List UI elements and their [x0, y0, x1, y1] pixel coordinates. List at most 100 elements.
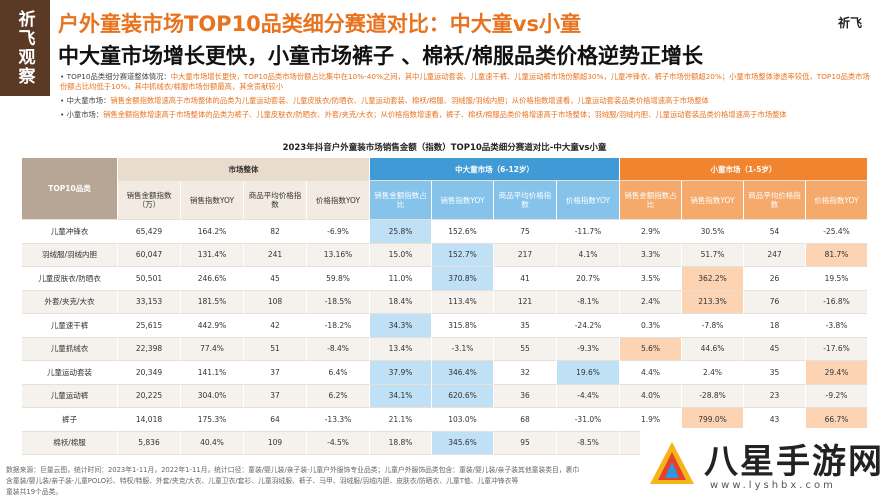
- table-cell: 620.6%: [432, 384, 494, 408]
- table-cell: 315.8%: [432, 314, 494, 338]
- table-cell: 175.3%: [181, 408, 244, 432]
- bullet: • TOP10品类细分赛道整体情况：中大童市场增长更快，TOP10品类市场份额占…: [60, 72, 870, 91]
- table-cell: 152.6%: [432, 220, 494, 244]
- row-label: 儿童运动裤: [22, 384, 118, 408]
- table-cell: 0.3%: [620, 314, 682, 338]
- table-cell: 81.7%: [806, 243, 868, 267]
- column-header: 销售指数YOY: [181, 181, 244, 220]
- table-cell: 19.6%: [557, 361, 620, 385]
- table-cell: -3.1%: [432, 337, 494, 361]
- table-cell: 2.4%: [682, 361, 744, 385]
- table-cell: -11.7%: [557, 220, 620, 244]
- table-cell: 362.2%: [682, 267, 744, 291]
- table-cell: -9.2%: [806, 384, 868, 408]
- column-header: 价格指数YOY: [557, 181, 620, 220]
- table-cell: 34.3%: [370, 314, 432, 338]
- table-cell: 65,429: [118, 220, 181, 244]
- table-cell: 370.8%: [432, 267, 494, 291]
- table-cell: 20.7%: [557, 267, 620, 291]
- table-cell: -25.4%: [806, 220, 868, 244]
- table-cell: 75: [494, 220, 557, 244]
- row-label: 裤子: [22, 408, 118, 432]
- bullet-label: TOP10品类细分赛道整体情况：: [66, 72, 171, 81]
- watermark: 八星手游网 www.lyshbx.com: [640, 428, 889, 500]
- row-label: 羽绒服/羽绒内胆: [22, 243, 118, 267]
- table-cell: -8.4%: [307, 337, 370, 361]
- table-cell: 4.1%: [557, 243, 620, 267]
- table-cell: 346.4%: [432, 361, 494, 385]
- table-cell: -28.8%: [682, 384, 744, 408]
- table-cell: 4.0%: [620, 384, 682, 408]
- table-cell: 442.9%: [181, 314, 244, 338]
- column-header: 商品平均价格指数: [244, 181, 307, 220]
- table-cell: 34.1%: [370, 384, 432, 408]
- bullet-text: 中大童市场增长更快，TOP10品类市场份额占比集中在10%-40%之间，其中儿童…: [60, 72, 870, 91]
- footer-line: 含童装/婴儿装/亲子装-儿童POLO衫、特权/特服、外套/夹克/大衣、儿童卫衣/…: [6, 477, 519, 485]
- subtitle: 中大童市场增长更快，小童市场裤子 、棉袄/棉服品类价格逆势正增长: [58, 44, 703, 68]
- column-header: 商品平均价格指数: [744, 181, 806, 220]
- table-cell: 44.6%: [682, 337, 744, 361]
- row-label: 儿童抓绒衣: [22, 337, 118, 361]
- table-cell: 64: [244, 408, 307, 432]
- table-cell: 121: [494, 290, 557, 314]
- group-header: 中大童市场（6-12岁）: [370, 158, 620, 181]
- table-cell: 20,225: [118, 384, 181, 408]
- table-cell: 164.2%: [181, 220, 244, 244]
- table-cell: 42: [244, 314, 307, 338]
- table-cell: 32: [494, 361, 557, 385]
- table-cell: 4.4%: [620, 361, 682, 385]
- logo-left-box: 祈飞观察: [0, 0, 50, 96]
- table-cell: 6.2%: [307, 384, 370, 408]
- table-cell: 108: [244, 290, 307, 314]
- title: 户外童装市场TOP10品类细分赛道对比：中大童vs小童: [58, 12, 581, 36]
- table-cell: 152.7%: [432, 243, 494, 267]
- table-cell: 51: [244, 337, 307, 361]
- table-cell: 95: [494, 431, 557, 455]
- table-cell: -6.9%: [307, 220, 370, 244]
- table-cell: 113.4%: [432, 290, 494, 314]
- table-cell: 25,615: [118, 314, 181, 338]
- table-cell: 15.0%: [370, 243, 432, 267]
- logo-right: 祈飞: [838, 16, 863, 30]
- table-cell: 37: [244, 361, 307, 385]
- table-cell: 33,153: [118, 290, 181, 314]
- table-cell: 13.16%: [307, 243, 370, 267]
- table-cell: 246.6%: [181, 267, 244, 291]
- table-cell: 20,349: [118, 361, 181, 385]
- table-cell: 304.0%: [181, 384, 244, 408]
- table-cell: -4.4%: [557, 384, 620, 408]
- group-header: 市场整体: [118, 158, 370, 181]
- bullet-text: 销售金额指数增速高于市场整体的品类为裤子、儿童皮肤衣/防晒衣、外套/夹克/大衣；…: [103, 110, 787, 119]
- column-header: 价格指数YOY: [806, 181, 868, 220]
- table-cell: 21.1%: [370, 408, 432, 432]
- table-cell: 14,018: [118, 408, 181, 432]
- table-cell: -13.3%: [307, 408, 370, 432]
- table-cell: 45: [744, 337, 806, 361]
- table-cell: 51.7%: [682, 243, 744, 267]
- logo-left: 祈飞观察: [14, 10, 35, 86]
- table-cell: 247: [744, 243, 806, 267]
- table-cell: 2.4%: [620, 290, 682, 314]
- watermark-url: www.lyshbx.com: [710, 480, 836, 491]
- table-cell: -8.1%: [557, 290, 620, 314]
- table-cell: 18: [744, 314, 806, 338]
- table-cell: 45: [244, 267, 307, 291]
- table-cell: -9.3%: [557, 337, 620, 361]
- table-cell: 5,836: [118, 431, 181, 455]
- table-cell: 76: [744, 290, 806, 314]
- table-cell: 141.1%: [181, 361, 244, 385]
- column-header: 销售指数YOY: [682, 181, 744, 220]
- row-label: 儿童运动套装: [22, 361, 118, 385]
- table-cell: -3.8%: [806, 314, 868, 338]
- table-cell: 59.8%: [307, 267, 370, 291]
- row-label: 棉袄/棉服: [22, 431, 118, 455]
- table-cell: 68: [494, 408, 557, 432]
- watermark-name: 八星手游网: [704, 442, 884, 482]
- bullet-text: 销售金额指数增速高于市场整体的品类为儿童运动套装、儿童皮肤衣/防晒衣、儿童运动套…: [110, 96, 709, 105]
- table-cell: 18.8%: [370, 431, 432, 455]
- table-cell: 55: [494, 337, 557, 361]
- row-label: 儿童冲锋衣: [22, 220, 118, 244]
- table-cell: 3.5%: [620, 267, 682, 291]
- table-cell: 22,398: [118, 337, 181, 361]
- table-cell: 30.5%: [682, 220, 744, 244]
